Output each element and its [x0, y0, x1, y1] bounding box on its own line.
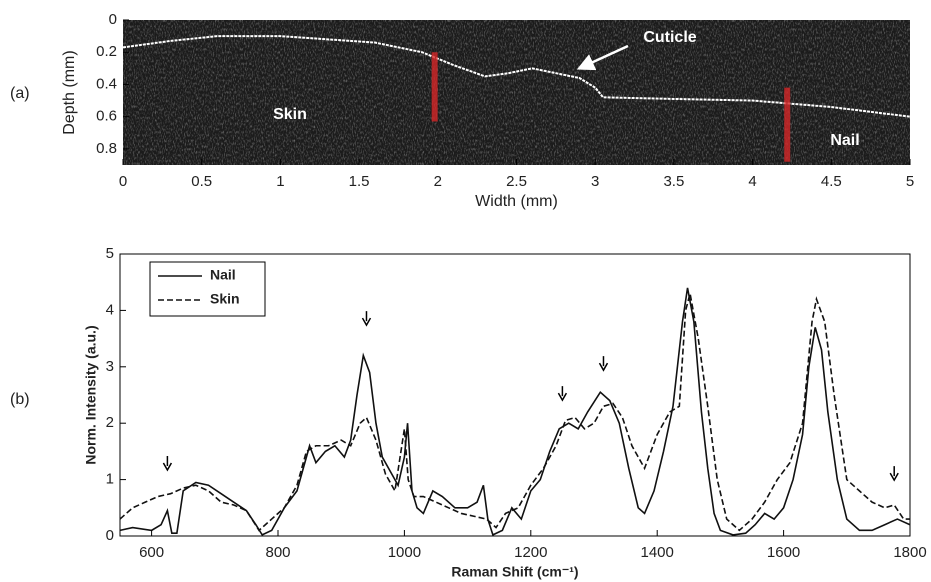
- y-tick-label: 0: [106, 527, 114, 544]
- x-tick-label: 0: [119, 173, 127, 190]
- x-tick-label: 800: [265, 544, 290, 561]
- panel-label: (b): [10, 391, 30, 408]
- x-tick-label: 1600: [767, 544, 800, 561]
- series-line: [119, 287, 911, 536]
- y-tick-label: 5: [106, 245, 114, 262]
- plot-clip: [119, 287, 911, 536]
- y-tick-label: 0.4: [96, 75, 117, 92]
- x-tick-label: 4.5: [821, 173, 842, 190]
- x-tick-label: 5: [906, 173, 914, 190]
- annotation: Cuticle: [643, 29, 696, 46]
- x-tick-label: 1: [276, 173, 284, 190]
- peak-arrow: [361, 311, 372, 327]
- y-tick-label: 2: [106, 414, 114, 431]
- x-tick-label: 2.5: [506, 173, 527, 190]
- x-tick-label: 1.5: [349, 173, 370, 190]
- legend-label: Skin: [210, 291, 240, 307]
- y-tick-label: 0.6: [96, 108, 117, 125]
- peak-arrow: [889, 466, 899, 482]
- x-tick-label: 4: [748, 173, 756, 190]
- legend-label: Nail: [210, 267, 236, 283]
- x-tick-label: 3.5: [663, 173, 684, 190]
- x-tick-label: 1400: [641, 544, 674, 561]
- x-tick-label: 1200: [514, 544, 547, 561]
- y-axis-label: Norm. Intensity (a.u.): [83, 325, 99, 464]
- y-tick-label: 1: [106, 471, 114, 488]
- x-tick-label: 0.5: [191, 173, 212, 190]
- annotation: Skin: [273, 106, 307, 123]
- series-line: [119, 293, 910, 532]
- annotation: Nail: [830, 132, 859, 149]
- x-tick-label: 600: [139, 544, 164, 561]
- y-tick-label: 0.2: [96, 43, 117, 60]
- y-axis-label: Depth (mm): [61, 50, 78, 134]
- legend-box: [149, 261, 266, 317]
- peak-arrow: [598, 356, 609, 372]
- x-tick-label: 2: [434, 173, 442, 190]
- y-tick-label: 0.8: [96, 140, 117, 157]
- y-tick-label: 0: [109, 11, 117, 28]
- image-noise: [123, 20, 910, 165]
- y-tick-label: 3: [106, 358, 114, 375]
- peak-arrow: [162, 456, 173, 472]
- x-tick-label: 1800: [893, 544, 926, 561]
- annotation-arrow: [576, 44, 629, 71]
- x-tick-label: 1000: [388, 544, 421, 561]
- y-tick-label: 4: [106, 301, 114, 318]
- panel-label: (a): [10, 85, 30, 102]
- x-axis-label: Width (mm): [475, 193, 558, 210]
- peak-arrow: [557, 386, 568, 402]
- x-axis-label: Raman Shift (cm⁻¹): [451, 564, 578, 580]
- x-tick-label: 3: [591, 173, 599, 190]
- surface-line: [122, 35, 911, 118]
